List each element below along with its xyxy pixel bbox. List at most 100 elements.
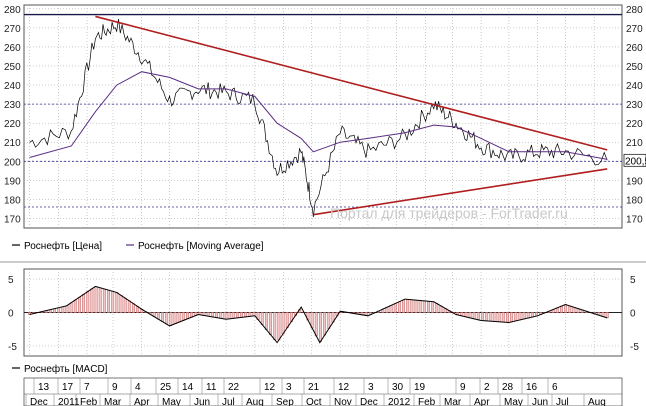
price-ytick-label-right: 180 [626, 195, 643, 206]
month-tick-label: Feb [80, 397, 98, 406]
month-tick-label: Dec [30, 397, 48, 406]
macd-histogram-bar [318, 312, 322, 342]
macd-histogram-bar [402, 299, 406, 313]
macd-histogram-bar [281, 312, 285, 335]
macd-histogram-bar [505, 312, 509, 323]
month-tick-label: May [504, 397, 523, 406]
macd-histogram-bar [111, 291, 115, 313]
macd-histogram-bar [568, 305, 572, 313]
day-tick-label: 12 [264, 382, 276, 393]
macd-histogram-bar [481, 312, 484, 321]
price-ytick-label-right: 170 [626, 214, 643, 225]
legend-label-macd-0: Роснефть [MACD] [24, 363, 108, 375]
macd-histogram-bar [277, 312, 281, 341]
price-plot-frame [23, 4, 623, 229]
price-ytick-label-right: 220 [626, 119, 643, 130]
macd-histogram-bar [422, 300, 426, 313]
moving-average-line [29, 71, 608, 160]
macd-histogram-bar [510, 312, 514, 323]
day-tick-label: 28 [502, 382, 514, 393]
macd-histogram-bar [65, 305, 69, 313]
month-tick-label: Jul [556, 397, 569, 406]
macd-histogram-bar [327, 312, 331, 329]
macd-histogram-bar [94, 286, 98, 313]
day-tick-label: 19 [414, 382, 426, 393]
macd-histogram-bar [314, 312, 318, 337]
price-ytick-label-left: 240 [4, 81, 21, 92]
macd-histogram-bar [186, 312, 189, 320]
day-tick-label: 7 [84, 382, 90, 393]
macd-histogram-bar [240, 312, 243, 318]
price-ytick-label-left: 190 [4, 176, 21, 187]
month-tick-label: Feb [418, 397, 436, 406]
macd-histogram-bar [468, 312, 472, 319]
macd-histogram-bar [28, 312, 32, 315]
price-ytick-label-left: 170 [4, 214, 21, 225]
macd-histogram-bar [115, 292, 119, 313]
macd-histogram-bar [231, 312, 235, 319]
macd-histogram-bar [86, 291, 90, 313]
resistance-trendline [95, 15, 608, 151]
price-ytick-label-right: 270 [626, 24, 643, 35]
price-ytick-label-right: 260 [626, 43, 643, 54]
macd-histogram-bar [497, 312, 501, 323]
macd-ytick-label-right: 0 [630, 309, 636, 320]
macd-ytick-label-left: -5 [8, 342, 17, 353]
macd-histogram-bar [215, 312, 219, 318]
day-tick-label: 22 [228, 382, 240, 393]
day-tick-label: 21 [308, 382, 320, 393]
month-tick-label: Sep [276, 397, 294, 406]
price-ytick-label-left: 210 [4, 138, 21, 149]
price-panel: 1701701801801901902002002102102202202302… [4, 4, 646, 229]
macd-ytick-label-right: -5 [630, 342, 639, 353]
macd-histogram-bar [518, 312, 522, 321]
macd-histogram-bar [177, 312, 181, 323]
legend-label-price-1: Роснефть [Moving Average] [138, 240, 264, 252]
price-ytick-label-left: 250 [4, 62, 21, 73]
price-ytick-label-right: 190 [626, 176, 643, 187]
legend-label-price-0: Роснефть [Цена] [24, 240, 102, 252]
day-tick-label: 14 [182, 382, 194, 393]
macd-histogram-bar [435, 303, 439, 313]
macd-ytick-label-right: 5 [630, 275, 636, 286]
macd-ytick-label-left: 0 [8, 309, 14, 320]
macd-histogram-bar [526, 312, 530, 319]
macd-histogram-bar [410, 299, 414, 313]
macd-histogram-bar [123, 297, 127, 313]
macd-histogram-bar [82, 294, 86, 313]
macd-signal-line [29, 285, 608, 344]
day-tick-label: 3 [286, 382, 292, 393]
macd-histogram-bar [273, 312, 277, 341]
macd-histogram-bar [98, 287, 102, 313]
day-tick-label: 9 [460, 382, 466, 393]
macd-histogram-bar [127, 300, 131, 313]
price-ytick-label-left: 200 [4, 157, 21, 168]
macd-histogram-bar [77, 296, 81, 313]
price-ytick-label-left: 230 [4, 100, 21, 111]
day-tick-label: 30 [392, 382, 404, 393]
day-tick-label: 2 [484, 382, 490, 393]
month-tick-label: Aug [246, 397, 264, 406]
month-tick-label: Mar [104, 397, 122, 406]
macd-histogram-bar [493, 312, 497, 322]
macd-histogram-bar [285, 312, 289, 329]
macd-histogram-bar [69, 302, 73, 313]
price-ytick-label-right: 230 [626, 100, 643, 111]
macd-histogram-bar [605, 312, 609, 319]
macd-histogram-bar [102, 288, 106, 313]
watermark-text: Портал для трейдеров - ForTrader.ru [330, 205, 568, 221]
macd-histogram-bar [501, 312, 505, 323]
current-price-box [623, 153, 646, 167]
macd-histogram-bar [181, 312, 185, 321]
day-tick-label: 16 [526, 382, 538, 393]
price-ytick-label-left: 220 [4, 119, 21, 130]
macd-histogram-bar [489, 312, 493, 322]
macd-histogram-bar [223, 312, 227, 320]
macd-histogram-bar [389, 305, 393, 313]
macd-histogram-bar [210, 312, 214, 318]
macd-histogram-bar [560, 305, 563, 313]
support-trendline [313, 168, 608, 216]
macd-histogram-bar [107, 289, 110, 313]
macd-histogram-bar [119, 295, 123, 313]
